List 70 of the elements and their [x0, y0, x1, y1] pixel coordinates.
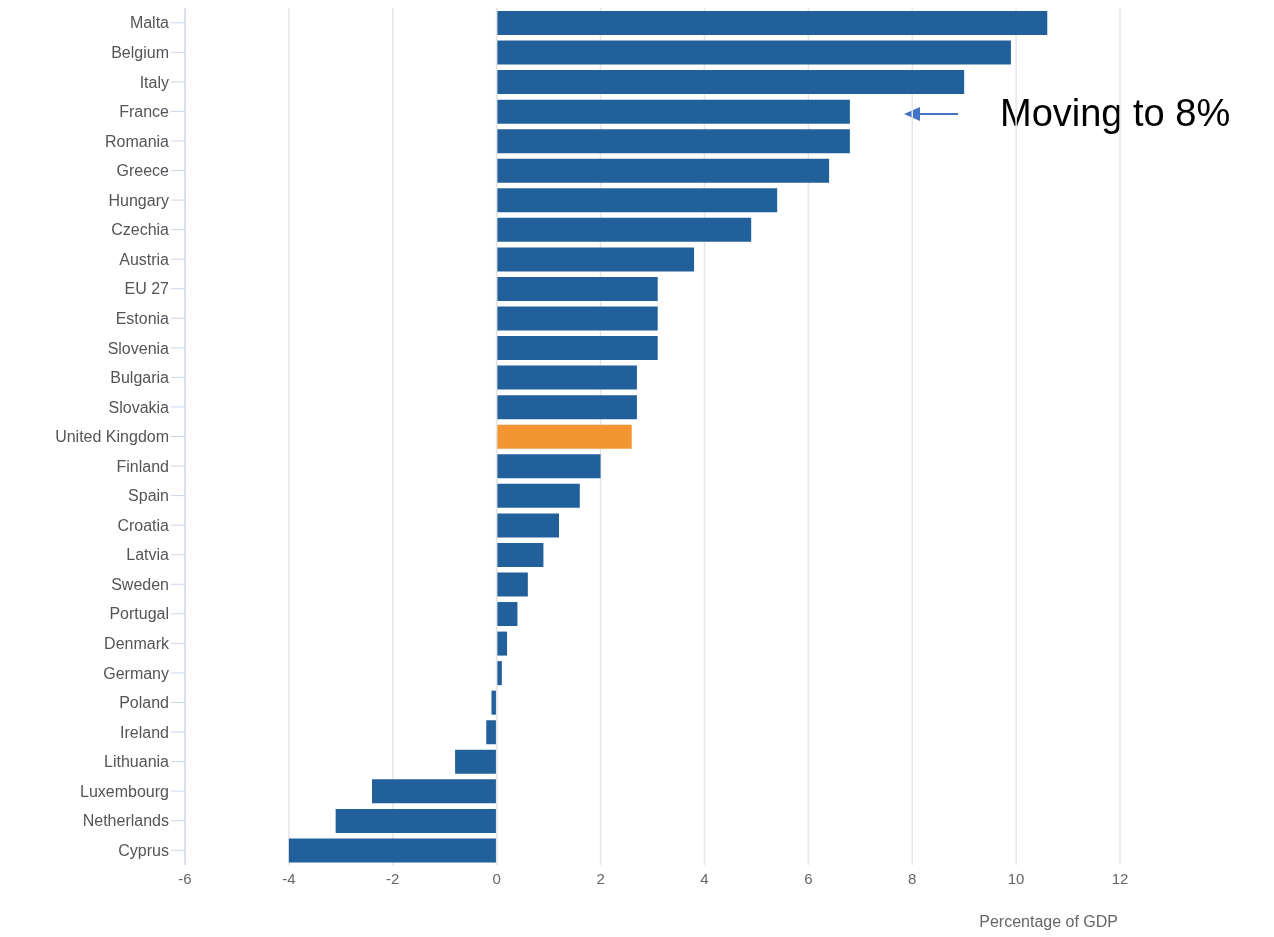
bar	[496, 99, 850, 124]
y-tick-label: Slovakia	[108, 398, 170, 416]
bar	[496, 572, 528, 597]
y-tick-label: Hungary	[108, 191, 169, 209]
y-tick-label: Italy	[139, 73, 169, 91]
bar	[496, 542, 544, 567]
y-tick-label: Estonia	[115, 309, 170, 327]
annotation: Moving to 8%	[1000, 92, 1231, 135]
y-tick-label: Romania	[104, 132, 170, 150]
y-tick-label: Netherlands	[82, 812, 169, 830]
bar	[491, 690, 497, 715]
bar	[455, 749, 497, 774]
y-tick-label: Luxembourg	[80, 782, 169, 800]
x-tick-label: 0	[492, 869, 501, 887]
y-tick-label: Sweden	[111, 575, 169, 593]
x-axis-title: Percentage of GDP	[979, 913, 1118, 930]
bar	[496, 158, 830, 183]
y-tick-label: EU 27	[124, 280, 170, 298]
y-tick-label: Portugal	[109, 605, 169, 623]
bar	[496, 11, 1048, 35]
x-tick-label: 6	[804, 869, 813, 887]
y-tick-label: Cyprus	[118, 841, 169, 859]
y-tick-label: Czechia	[111, 221, 170, 239]
bar	[372, 779, 497, 804]
bar	[496, 247, 695, 272]
bar	[486, 720, 497, 745]
bar	[288, 838, 497, 863]
y-tick-label: Slovenia	[107, 339, 170, 357]
bar	[496, 661, 502, 686]
x-tick-label: 4	[700, 869, 709, 887]
bar	[335, 808, 497, 833]
x-tick-label: 12	[1111, 869, 1129, 887]
y-tick-label: United Kingdom	[55, 428, 169, 446]
y-tick-label: Poland	[119, 694, 169, 712]
y-tick-label: Austria	[119, 250, 170, 268]
bar	[496, 424, 632, 449]
bar	[496, 454, 601, 479]
bar	[496, 129, 850, 154]
y-tick-label: Spain	[128, 487, 169, 505]
bar	[496, 395, 637, 420]
bar	[496, 365, 637, 390]
x-tick-label: 2	[596, 869, 605, 887]
bar	[496, 306, 658, 331]
x-tick-label: 10	[1007, 869, 1025, 887]
bar	[496, 217, 752, 242]
y-tick-label: France	[119, 103, 170, 121]
bar	[496, 483, 580, 508]
y-tick-label: Germany	[103, 664, 169, 682]
x-tick-label: -6	[178, 869, 192, 887]
bar	[496, 513, 559, 538]
bar	[496, 70, 965, 95]
x-tick-label: 8	[908, 869, 917, 887]
y-tick-label: Greece	[116, 162, 170, 180]
x-tick-label: -2	[386, 869, 400, 887]
y-tick-label: Malta	[129, 14, 170, 32]
x-tick-label: -4	[282, 869, 296, 887]
y-tick-label: Denmark	[104, 635, 170, 653]
y-tick-label: Ireland	[120, 723, 169, 741]
y-tick-label: Latvia	[126, 546, 170, 564]
y-tick-label: Finland	[116, 457, 169, 475]
bar	[496, 602, 518, 627]
bar	[496, 631, 508, 656]
y-tick-label: Belgium	[111, 44, 169, 62]
y-tick-label: Bulgaria	[110, 369, 170, 387]
y-tick-label: Croatia	[117, 516, 170, 534]
bar	[496, 276, 658, 301]
y-tick-label: Lithuania	[104, 753, 170, 771]
bar	[496, 40, 1011, 65]
bar	[496, 188, 778, 213]
bar	[496, 336, 658, 361]
